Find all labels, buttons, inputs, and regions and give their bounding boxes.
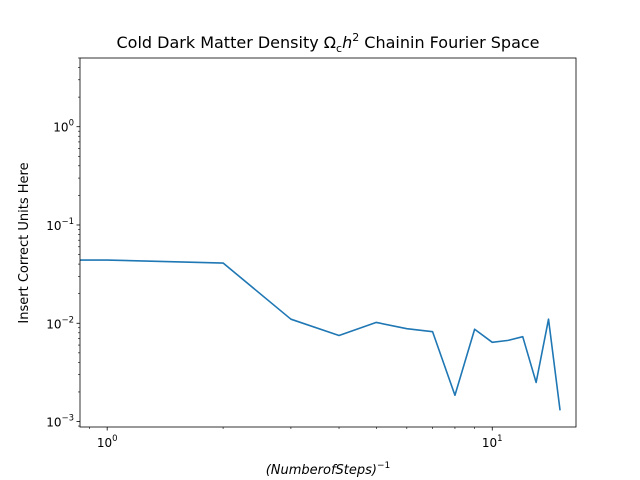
plot-area: 100 101 10−3 10−2 10−1 100: [46, 57, 577, 450]
title-var: h: [342, 33, 352, 52]
series-line-1: [80, 259, 561, 411]
title-symbol-sub: c: [336, 42, 342, 55]
y-tick-label: 10−2: [46, 315, 74, 331]
plot-frame: [79, 57, 577, 428]
title-prefix: Cold Dark Matter Density: [116, 33, 323, 52]
title-var-sup: 2: [352, 31, 359, 44]
x-axis-label-base: (NumberofSteps): [266, 463, 377, 478]
title-symbol: Ω: [324, 33, 336, 52]
y-axis-label: Insert Correct Units Here: [17, 162, 32, 323]
x-tick-label: 100: [97, 434, 118, 450]
y-tick-label: 100: [53, 119, 74, 135]
chart-title: Cold Dark Matter Density Ωch2 Chainin Fo…: [116, 31, 539, 55]
y-tick-label: 10−3: [46, 414, 74, 430]
x-tick-label: 101: [482, 434, 503, 450]
x-axis-label: (NumberofSteps)−1: [266, 461, 391, 478]
x-axis-label-sup: −1: [377, 461, 390, 471]
y-tick-label: 10−1: [46, 217, 74, 233]
title-suffix: Chainin Fourier Space: [359, 33, 539, 52]
